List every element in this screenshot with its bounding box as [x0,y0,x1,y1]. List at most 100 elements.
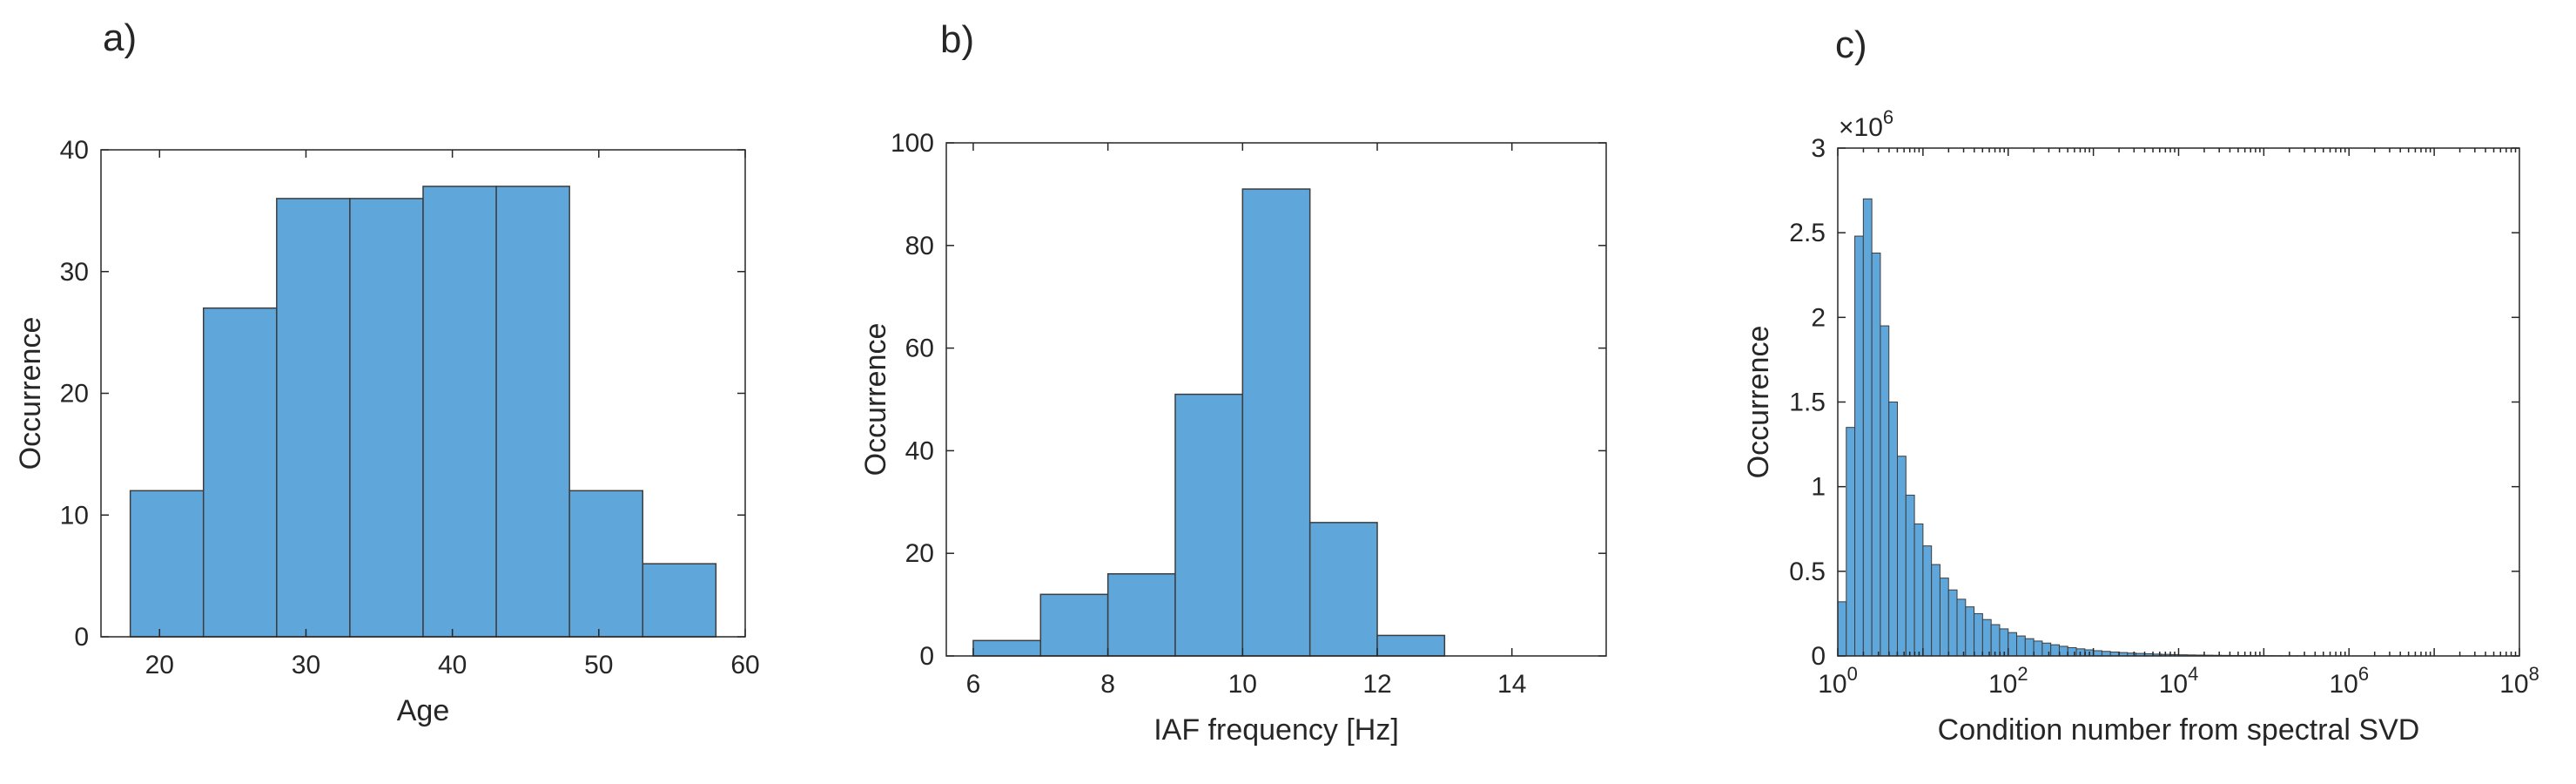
x-tick-exponent: 2 [2017,663,2028,685]
y-tick-label: 2 [1811,303,1826,332]
y-tick-label: 0 [74,623,89,652]
panel-b-xlabel: IAF frequency [Hz] [1153,713,1399,747]
histogram-bar [2033,640,2043,657]
histogram-bar [349,198,424,638]
histogram-bar [1308,522,1378,657]
histogram-bar [495,186,570,638]
panel-b-bars [972,188,1446,657]
histogram-bar [1931,564,1940,657]
x-tick-exponent: 0 [1847,663,1858,685]
panel-label-a: a) [103,17,137,59]
histogram-bar [1854,235,1864,657]
histogram-bar [1897,456,1907,657]
x-tick-label: 104 [2159,663,2199,699]
y-tick-label: 40 [905,436,934,465]
histogram-bar [422,186,497,638]
x-tick-base: 10 [2159,670,2188,699]
x-tick-label: 40 [438,651,467,679]
histogram-bar [1846,427,1856,657]
histogram-bar [1174,393,1244,657]
y-tick-label: 1 [1811,473,1826,502]
x-tick-exponent: 4 [2188,663,2198,685]
panel-b-ticks: 0 20 40 60 80 100 6 8 10 12 14 [891,129,1606,699]
panel-c-xlabel: Condition number from spectral SVD [1938,713,2420,747]
histogram-bar [2093,650,2102,657]
histogram-bar [1376,634,1446,657]
x-tick-label: 108 [2499,663,2539,699]
x-tick-base: 10 [2499,670,2528,699]
panel-b-axes-box [945,142,1607,657]
histogram-bar [1947,589,1958,657]
histogram-bar [1241,188,1311,657]
x-tick-label: 100 [1818,663,1858,699]
x-tick-label: 30 [292,651,320,679]
panel-a-xlabel: Age [397,694,450,727]
panel-c-bars [1837,198,2520,657]
panel-a-ylabel: Occurrence [14,317,47,470]
x-tick-label: 10 [1228,670,1257,699]
histogram-bar [1106,573,1176,657]
x-tick-base: 10 [1988,670,2017,699]
panel-c-ylabel: Occurrence [1742,326,1775,479]
histogram-bar [1862,198,1873,657]
panel-a-histogram-age: a) 0 10 20 30 40 20 30 40 50 60 Age Occurrence [14,17,760,727]
histogram-bar [1880,325,1890,657]
y-tick-label: 20 [60,380,89,409]
x-tick-label: 102 [1988,663,2028,699]
histogram-bar [1905,494,1915,657]
histogram-bar [2008,632,2018,657]
y-tick-label: 0.5 [1789,558,1826,586]
y-tick-label: 1.5 [1789,389,1826,417]
y-tick-label: 0 [919,642,934,671]
panel-label-c: c) [1835,24,1867,66]
y-tick-label: 60 [905,335,934,363]
x-tick-label: 20 [145,651,174,679]
histogram-bar [2050,644,2060,657]
histogram-bar [2058,645,2068,657]
y-tick-label: 30 [60,258,89,287]
y-tick-label: 100 [891,129,934,158]
y-tick-label: 10 [60,501,89,530]
x-tick-label: 60 [730,651,759,679]
x-tick-exponent: 6 [2358,663,2369,685]
histogram-bar [1965,606,1975,657]
histogram-bar [129,490,205,638]
histogram-bar [1039,593,1109,657]
panel-c-y-exponent: ×106 [1839,106,1893,142]
y-tick-label: 0 [1811,642,1826,671]
x-tick-label: 12 [1362,670,1391,699]
histogram-bar [972,639,1042,657]
panel-b-histogram-iaf: b) 0 20 40 60 80 100 6 8 10 12 14 IAF frequency [H… [859,18,1607,747]
x-tick-label: 106 [2329,663,2369,699]
x-tick-base: 10 [1818,670,1846,699]
x-tick-label: 50 [584,651,613,679]
histogram-bar [1981,618,1992,657]
y-tick-label: 40 [60,136,89,165]
x-tick-label: 14 [1497,670,1526,699]
histogram-bar [1990,624,2001,657]
histogram-bar [1888,402,1899,657]
panel-b-ylabel: Occurrence [859,323,892,476]
histogram-bar [276,198,351,638]
histogram-bar [1922,545,1933,657]
histogram-bar [2101,651,2111,657]
histogram-bar [1914,523,1924,657]
x-tick-exponent: 8 [2529,663,2539,685]
panel-a-bars [129,186,717,638]
histogram-bar [2016,635,2026,657]
histogram-bar [2041,642,2052,657]
histogram-bar [568,490,644,638]
panel-a-ticks: 0 10 20 30 40 20 30 40 50 60 [60,136,760,679]
histogram-bar [1871,252,1881,657]
x-tick-label: 8 [1100,670,1115,699]
panel-label-b: b) [940,18,974,61]
x-tick-label: 6 [966,670,981,699]
histogram-bar [1939,578,1949,657]
y-tick-label: 20 [905,539,934,568]
x-tick-base: 10 [2329,670,2357,699]
y-tick-label: 80 [905,232,934,260]
panel-c-y-exponent-base: ×10 [1839,113,1883,142]
y-tick-label: 2.5 [1789,219,1826,247]
